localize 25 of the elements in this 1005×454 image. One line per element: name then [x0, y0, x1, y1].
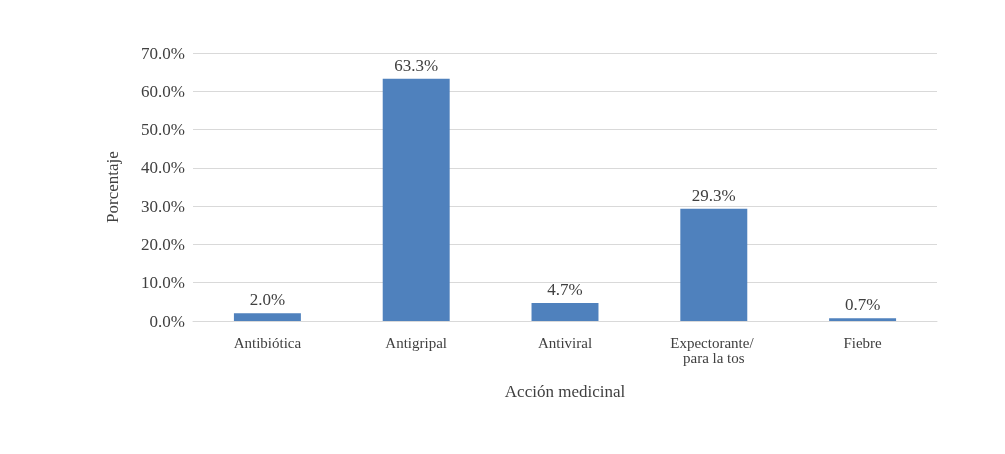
y-tick-label: 50.0% — [141, 120, 185, 140]
x-tick-label: Antiviral — [537, 334, 593, 351]
bar — [680, 208, 748, 321]
y-tick-label: 20.0% — [141, 234, 185, 254]
y-tick-label: 0.0% — [149, 311, 185, 331]
y-tick-label: 10.0% — [141, 273, 185, 293]
data-label: 2.0% — [249, 290, 286, 310]
data-label: 4.7% — [547, 280, 583, 300]
x-tick-label: Fiebre — [843, 334, 883, 351]
bar — [531, 303, 599, 321]
y-tick-label: 30.0% — [141, 196, 185, 216]
bar — [382, 78, 450, 321]
x-tick-label: Antigripal — [385, 334, 448, 351]
bar — [233, 313, 301, 321]
data-label: 63.3% — [394, 55, 439, 75]
x-axis-title: Acción medicinal — [504, 382, 626, 401]
data-label: 0.7% — [844, 295, 881, 315]
data-label: 29.3% — [691, 185, 736, 205]
y-tick-label: 70.0% — [141, 43, 185, 63]
bar — [829, 318, 897, 321]
y-axis-title: Porcentaje — [103, 151, 122, 223]
y-tick-label: 40.0% — [141, 158, 185, 178]
x-tick-label: Antibiótica — [233, 334, 302, 351]
x-tick-label: Expectorante/ para la tos — [670, 334, 758, 366]
y-tick-label: 60.0% — [141, 81, 185, 101]
